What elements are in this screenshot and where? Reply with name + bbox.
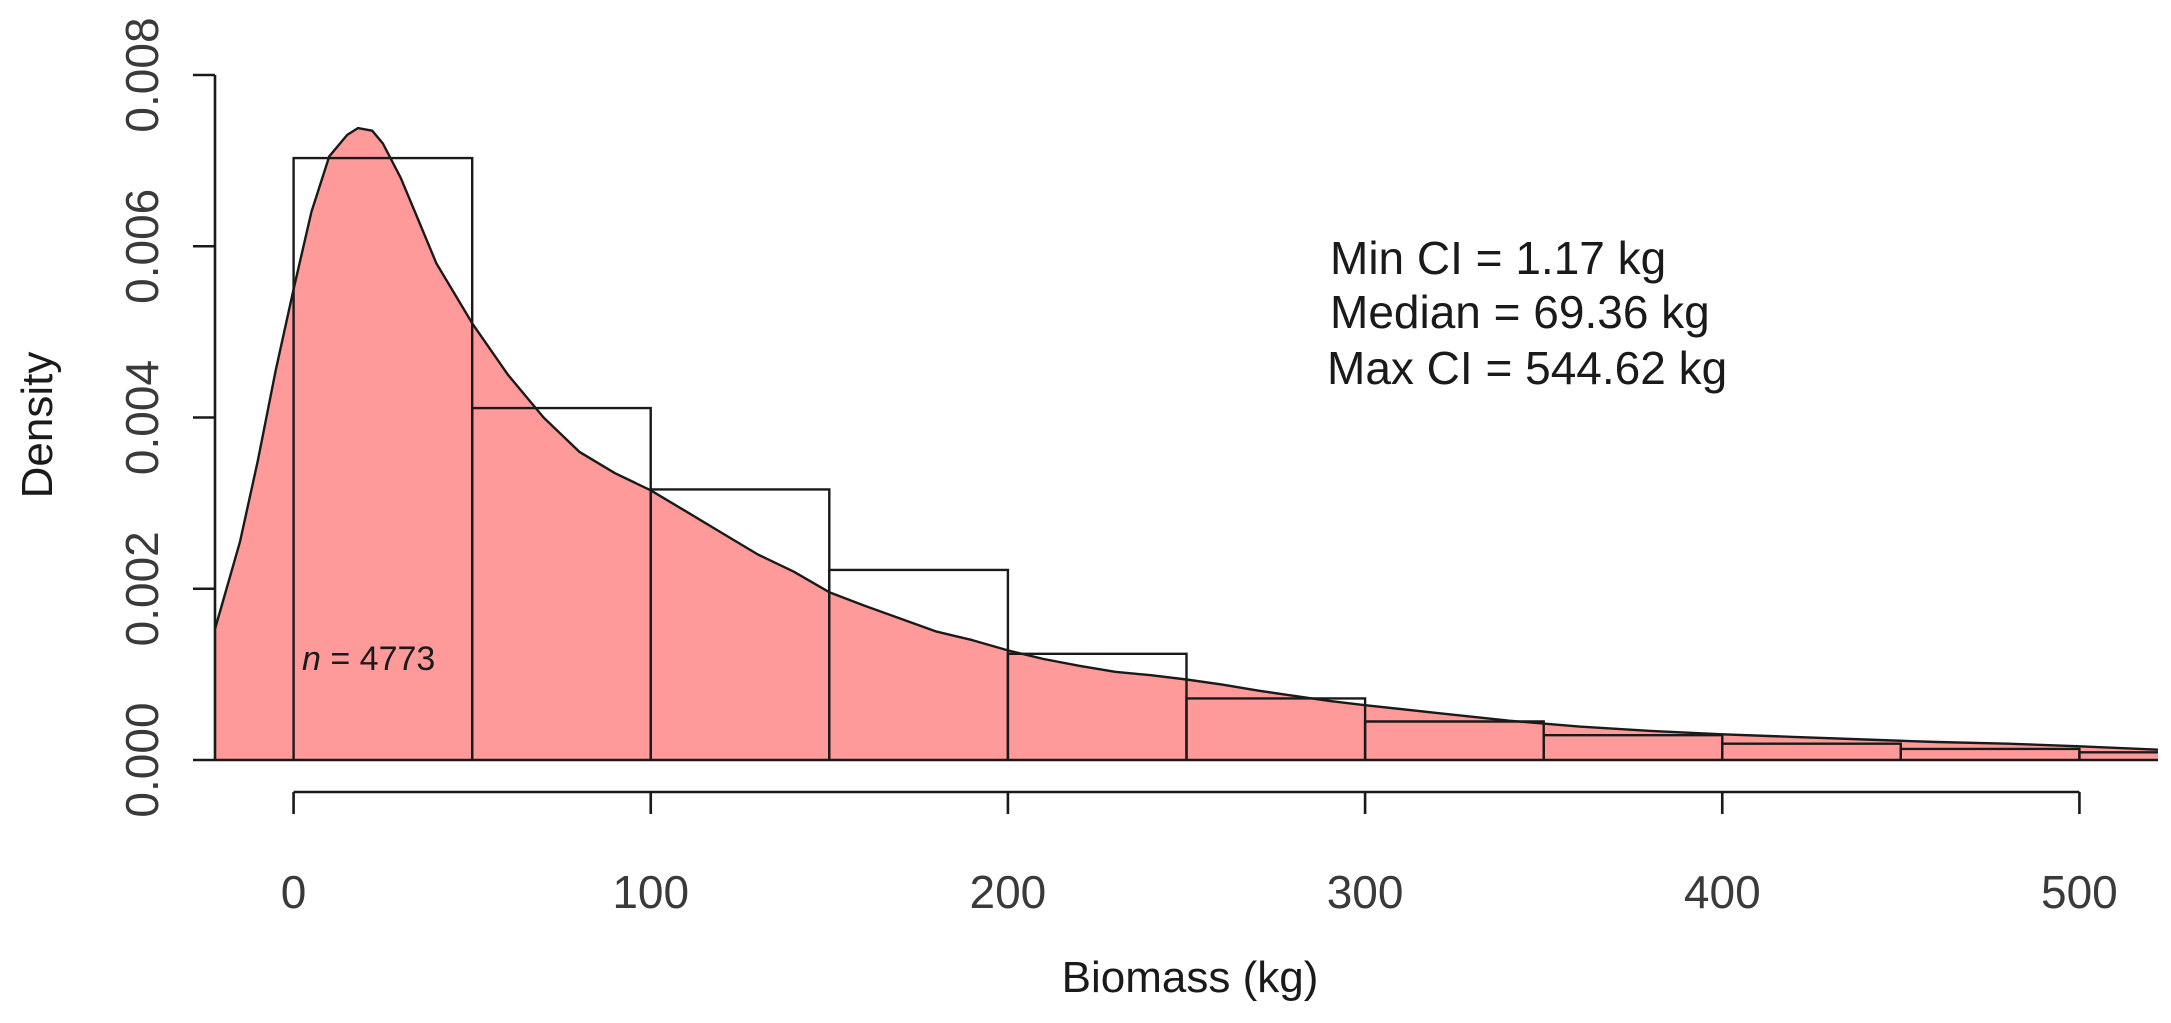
- x-tick-label: 100: [612, 866, 689, 918]
- median-annotation: Median = 69.36 kg: [1330, 286, 1710, 338]
- y-tick-label: 0.004: [116, 360, 168, 475]
- density-area-fill: [215, 128, 2158, 761]
- y-tick-label: 0.002: [116, 531, 168, 646]
- x-tick-label: 400: [1684, 866, 1761, 918]
- x-tick-label: 500: [2041, 866, 2118, 918]
- x-tick-label: 300: [1327, 866, 1404, 918]
- sample-size-value: = 4773: [321, 640, 435, 678]
- x-axis-title: Biomass (kg): [1062, 953, 1319, 1002]
- density-fill-layer: [215, 128, 2158, 761]
- sample-size-annotation: n = 4773: [302, 640, 435, 678]
- x-tick-label: 200: [970, 866, 1047, 918]
- density-curve-layer: [213, 126, 2159, 751]
- axes-layer: 0.000 0.002 0.004 0.006 0.008 0 100 200 300 400 50…: [116, 17, 2158, 918]
- y-tick-label: 0.000: [116, 702, 168, 817]
- y-tick-label: 0.006: [116, 189, 168, 304]
- density-curve-line: [213, 126, 2159, 751]
- y-tick-label: 0.008: [116, 17, 168, 132]
- y-axis-title: Density: [13, 352, 62, 499]
- min-ci-annotation: Min CI = 1.17 kg: [1330, 232, 1666, 284]
- sample-size-symbol: n: [302, 640, 321, 678]
- histogram-bars-layer: [292, 156, 2158, 760]
- max-ci-annotation: Max CI = 544.62 kg: [1327, 342, 1727, 394]
- x-tick-label: 0: [281, 866, 307, 918]
- histogram-bar-10: [2078, 751, 2158, 760]
